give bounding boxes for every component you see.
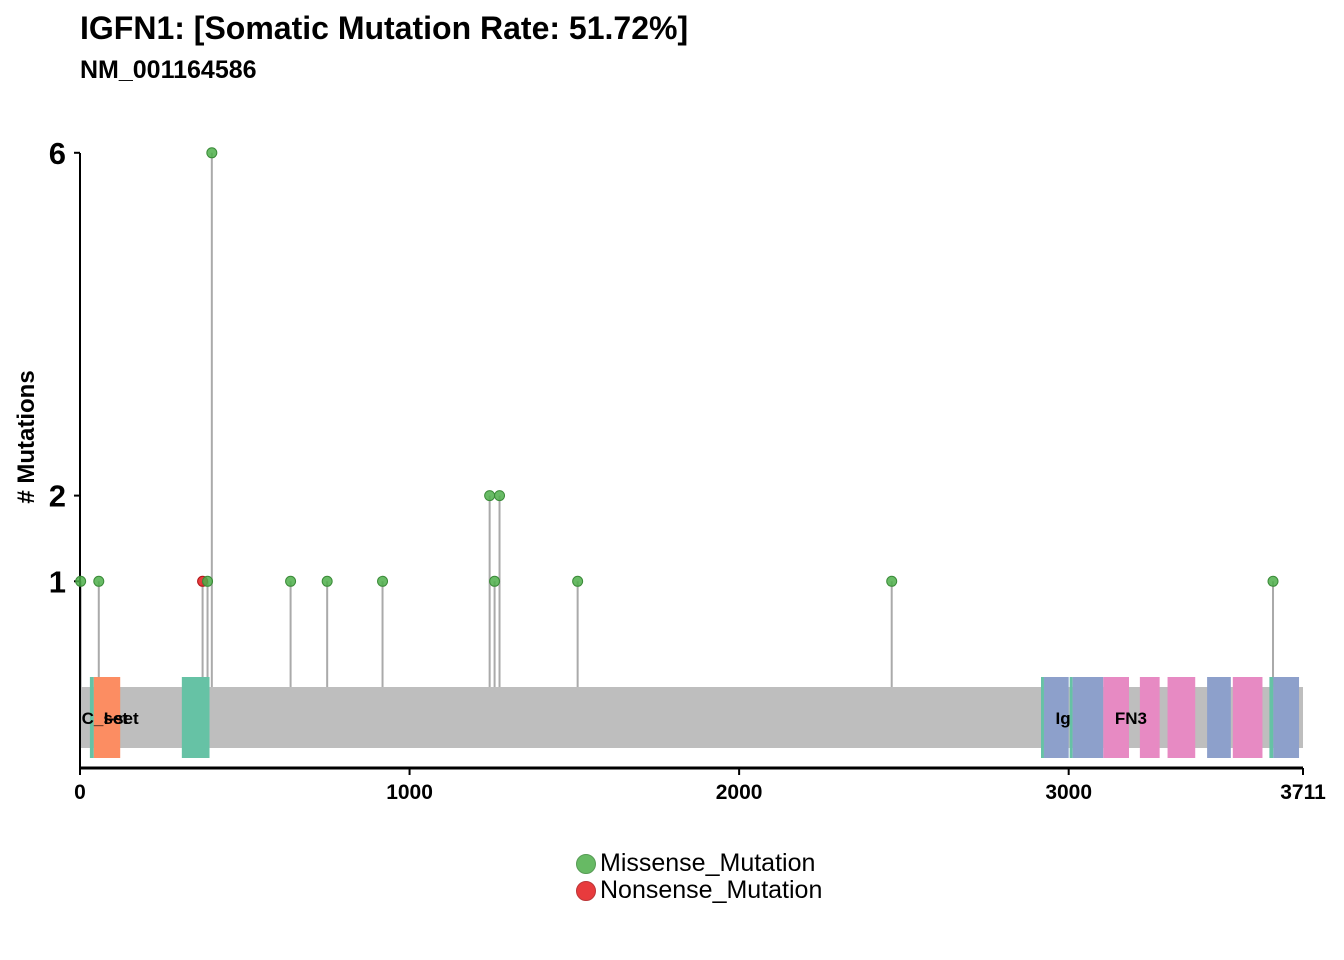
domain-label: Ig — [1055, 709, 1070, 728]
mutation-point — [484, 490, 496, 502]
legend-item-missense: Missense_Mutation — [576, 849, 822, 877]
mutation-point — [377, 575, 389, 587]
mutation-point — [494, 490, 506, 502]
domain-block — [89, 677, 94, 758]
domain-block — [1167, 677, 1196, 758]
y-tick-label: 2 — [49, 479, 66, 514]
domain-block — [1069, 677, 1073, 758]
domain-block — [1139, 677, 1160, 758]
domain-label: I-set — [104, 709, 139, 728]
mutation-point — [285, 575, 297, 587]
x-tick-label: 0 — [74, 781, 86, 804]
x-tick-label: 1000 — [386, 781, 433, 804]
chart-title: IGFN1: [Somatic Mutation Rate: 51.72%] — [80, 10, 689, 46]
x-tick-label: 2000 — [716, 781, 763, 804]
mutation-point — [321, 575, 333, 587]
domain-block — [181, 677, 210, 758]
mutation-point — [572, 575, 584, 587]
domain-block — [1040, 677, 1044, 758]
legend-label-nonsense: Nonsense_Mutation — [600, 876, 823, 904]
domain-label: FN3 — [1115, 709, 1147, 728]
y-tick-label: 6 — [49, 136, 66, 171]
mutation-point — [1267, 575, 1279, 587]
chart-subtitle: NM_001164586 — [80, 56, 257, 84]
domain-block — [1269, 677, 1274, 758]
mutation-point — [886, 575, 898, 587]
x-tick-label: 3000 — [1045, 781, 1092, 804]
domain-block — [1103, 677, 1129, 758]
domain-block — [1207, 677, 1231, 758]
domain-label: C_set — [82, 709, 129, 728]
x-tick-label: 3711 — [1280, 781, 1326, 804]
legend-label-missense: Missense_Mutation — [600, 849, 816, 877]
legend: Missense_Mutation Nonsense_Mutation — [576, 849, 823, 904]
y-tick-label: 1 — [49, 564, 66, 599]
mutation-point — [75, 575, 87, 587]
domain-block — [1273, 677, 1300, 758]
mutation-point — [489, 575, 501, 587]
missense-swatch — [576, 853, 596, 874]
domain-block — [1232, 677, 1263, 758]
legend-item-nonsense: Nonsense_Mutation — [576, 876, 823, 904]
nonsense-swatch — [576, 880, 596, 901]
mutation-point — [93, 575, 105, 587]
domain-block — [93, 677, 121, 758]
mutation-point — [202, 575, 214, 587]
mutation-point — [206, 147, 218, 159]
domain-block — [1043, 677, 1069, 758]
domain-block — [1072, 677, 1104, 758]
